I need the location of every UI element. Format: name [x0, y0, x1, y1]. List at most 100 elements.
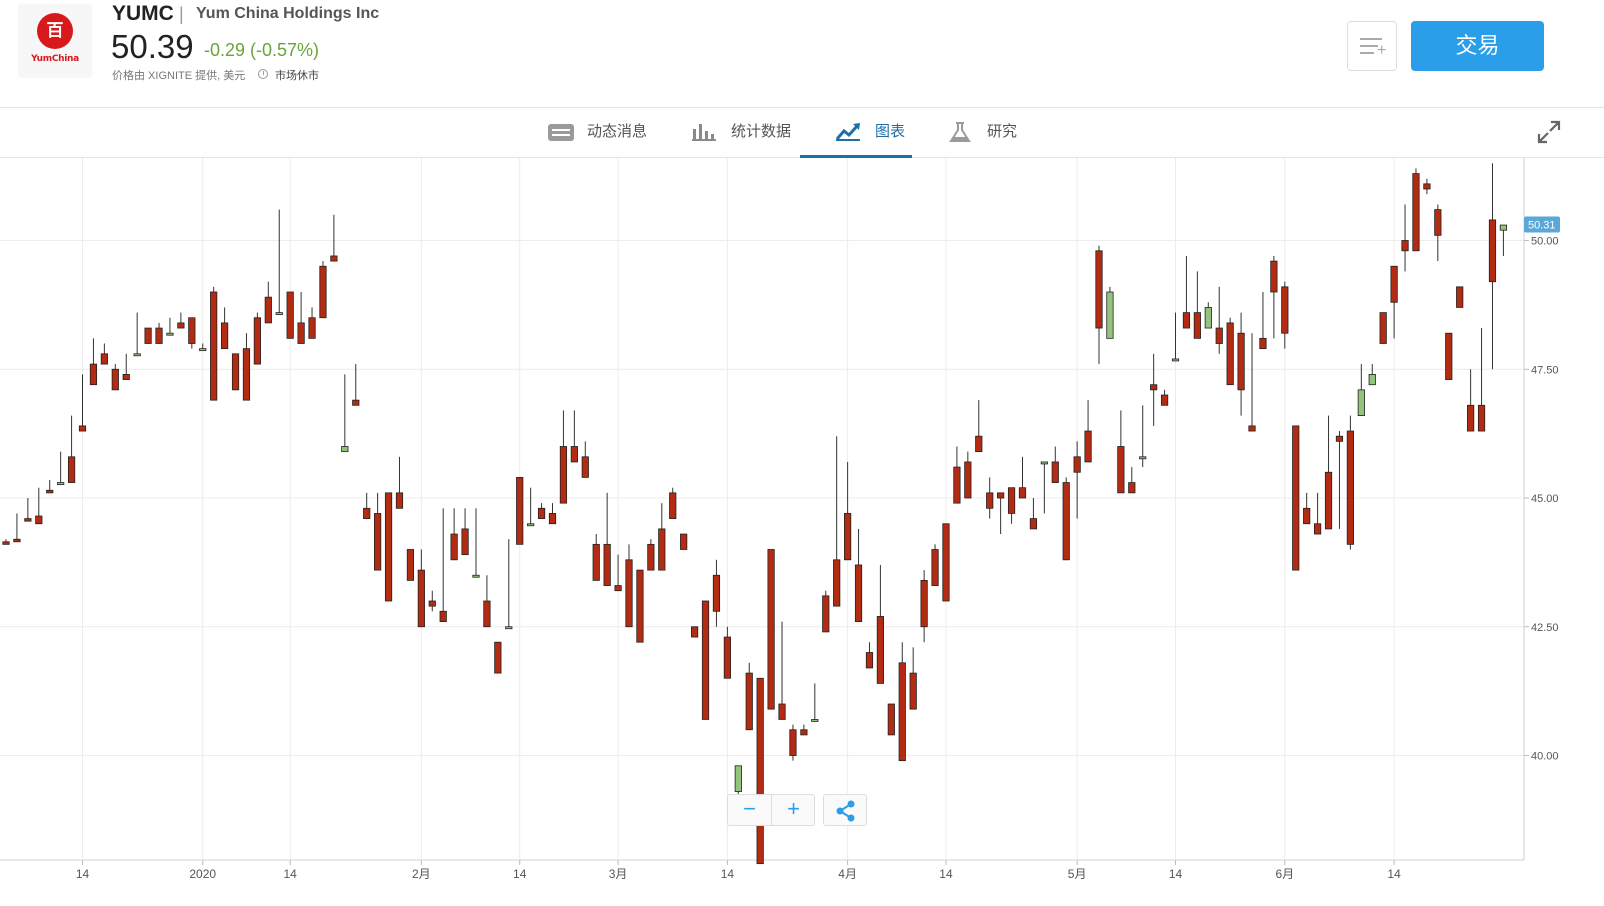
candle-body — [199, 348, 207, 352]
candle-body — [395, 492, 404, 509]
candle-body — [1346, 430, 1354, 545]
candle — [986, 477, 994, 519]
candle — [1095, 245, 1103, 365]
candle — [1018, 456, 1027, 499]
candle — [330, 214, 338, 262]
candle-body — [516, 476, 524, 545]
candle — [789, 724, 797, 761]
last-price-value: 50.31 — [1528, 220, 1556, 232]
candle-body — [220, 322, 229, 350]
candle-body — [1434, 209, 1442, 236]
zoom-in-button[interactable]: + — [787, 796, 800, 821]
last-price-tag: 50.31 — [1524, 216, 1560, 233]
candle-body — [483, 600, 491, 628]
candle-body — [1401, 240, 1409, 252]
candle-body — [592, 543, 600, 581]
candle — [89, 338, 98, 386]
price-chart[interactable]: 40.00 42.50 45.00 47.50 50.00 14 2020 14 2月 14 3月… — [0, 158, 1604, 906]
candle-body — [756, 677, 764, 865]
candle-body — [1226, 322, 1234, 386]
candle — [734, 765, 742, 797]
candle — [166, 317, 174, 336]
instrument-header: 百 YumChina YUMC | Yum China Holdings Inc… — [0, 0, 1604, 108]
candle-body — [1128, 482, 1136, 494]
candle — [1314, 492, 1322, 535]
x-tick-label: 2020 — [189, 867, 216, 881]
trade-button[interactable]: 交易 — [1411, 21, 1544, 71]
candle-body — [210, 291, 218, 401]
candle-body — [854, 564, 863, 623]
candle-body — [35, 515, 43, 525]
add-to-watchlist-button[interactable]: + — [1347, 21, 1397, 71]
candle — [395, 456, 404, 509]
candle-body — [865, 652, 874, 669]
candle-body — [931, 549, 939, 586]
candle-body — [1259, 337, 1267, 350]
y-tick-label: 45.00 — [1531, 493, 1559, 505]
candle-body — [690, 626, 699, 638]
share-icon — [836, 800, 855, 822]
price-provider-note: 价格由 XIGNITE 提供, 美元 — [112, 70, 246, 82]
candle — [887, 703, 895, 736]
candle — [1007, 487, 1016, 524]
candle-body — [559, 446, 568, 504]
candle — [1040, 461, 1048, 514]
candle — [374, 492, 382, 571]
candle-body — [1368, 373, 1376, 386]
candle-body — [887, 703, 895, 736]
zoom-out-button[interactable]: − — [728, 795, 772, 825]
candle-body — [920, 579, 928, 628]
candle — [199, 343, 207, 352]
logo-emblem: 百 — [37, 13, 73, 49]
candle — [614, 554, 622, 592]
candle — [231, 353, 240, 391]
candle-body — [800, 729, 808, 736]
candle-body — [658, 528, 666, 571]
tab-label: 研究 — [987, 123, 1018, 140]
candle — [690, 626, 699, 638]
candle — [1335, 431, 1344, 529]
candle — [1445, 332, 1453, 380]
title-separator: | — [179, 4, 184, 24]
candle — [712, 559, 721, 627]
candle-body — [986, 492, 994, 509]
share-button[interactable] — [823, 794, 867, 826]
company-logo: 百 YumChina — [18, 4, 92, 78]
candle-body — [767, 549, 775, 710]
candle — [964, 451, 972, 499]
candle-body — [614, 585, 622, 592]
candle — [854, 528, 863, 623]
candle — [1281, 281, 1289, 349]
candle — [286, 291, 294, 339]
candle — [1248, 333, 1256, 432]
candle — [417, 549, 425, 628]
candle-body — [789, 729, 797, 756]
candle-body — [1335, 435, 1344, 442]
candle-body — [1324, 471, 1333, 530]
candle-body — [89, 363, 98, 386]
candle — [1499, 224, 1508, 256]
candle — [483, 575, 491, 628]
candle — [822, 590, 830, 633]
candle-body — [308, 317, 316, 339]
x-tick-label: 14 — [939, 867, 953, 881]
expand-icon[interactable] — [1537, 120, 1561, 144]
candle — [975, 400, 983, 453]
candle-body — [778, 703, 786, 720]
candle-body — [133, 353, 141, 357]
candle-body — [570, 446, 578, 463]
tab-label: 动态消息 — [587, 123, 648, 140]
candle — [625, 544, 633, 628]
candle-body — [712, 574, 721, 612]
candle-body — [406, 549, 415, 581]
candlestick-chart[interactable]: 40.00 42.50 45.00 47.50 50.00 14 2020 14 2月 14 3月… — [0, 158, 1604, 906]
candle — [352, 364, 360, 406]
x-tick-label: 5月 — [1068, 867, 1087, 881]
candle — [997, 492, 1005, 535]
candle — [942, 523, 950, 602]
candle-body — [231, 353, 240, 391]
candle — [46, 479, 54, 494]
candle-body — [625, 559, 633, 628]
x-tick-label: 2月 — [412, 867, 431, 881]
candle-body — [384, 492, 393, 602]
